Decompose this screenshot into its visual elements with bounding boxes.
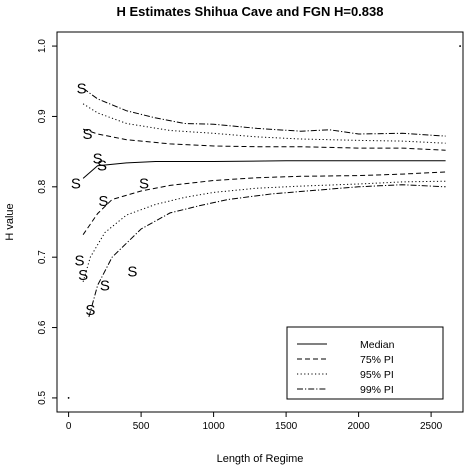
x-tick-label: 500 — [133, 421, 150, 432]
x-tick-label: 2500 — [420, 421, 443, 432]
y-tick-label: 1.0 — [37, 39, 48, 53]
data-point-s: S — [100, 277, 110, 294]
data-point-s: S — [71, 175, 81, 192]
x-tick-label: 1000 — [202, 421, 225, 432]
data-point-s: S — [93, 151, 103, 168]
legend-label: 99% PI — [360, 384, 394, 396]
y-axis: 0.5 0.6 0.7 0.8 0.9 1.0 — [37, 39, 57, 405]
series-line-75-pi-upper — [82, 128, 446, 151]
x-tick-label: 1500 — [275, 421, 298, 432]
series-line-99-pi-upper — [82, 87, 446, 137]
data-point-s: S — [78, 267, 88, 284]
y-tick-label: 0.7 — [37, 250, 48, 264]
data-point-s: S — [74, 253, 84, 270]
y-tick-label: 0.8 — [37, 179, 48, 193]
plot-frame — [56, 31, 464, 413]
series-layer — [82, 87, 446, 318]
x-tick-label: 0 — [66, 421, 72, 432]
x-axis: 0 500 1000 1500 2000 2500 — [66, 412, 443, 432]
legend: Median 75% PI 95% PI 99% PI — [286, 326, 444, 400]
x-axis-label: Length of Regime — [217, 453, 304, 465]
series-line-95-pi-upper — [82, 103, 446, 144]
legend-label: Median — [360, 339, 395, 351]
data-point-s: S — [97, 158, 107, 175]
data-point-s: S — [98, 193, 108, 210]
legend-label: 75% PI — [360, 354, 394, 366]
data-point-dot — [67, 397, 70, 399]
series-line-95-pi-lower — [82, 180, 446, 282]
series-line-75-pi-lower — [82, 171, 446, 235]
chart-title: H Estimates Shihua Cave and FGN H=0.838 — [117, 4, 384, 19]
series-line-median — [82, 160, 446, 179]
legend-label: 95% PI — [360, 369, 394, 381]
data-point-dot — [459, 45, 461, 47]
data-point-s: S — [127, 263, 137, 280]
data-point-s: S — [139, 175, 149, 192]
y-axis-label: H value — [4, 203, 16, 240]
y-tick-label: 0.9 — [37, 109, 48, 123]
data-point-s: S — [85, 302, 95, 319]
data-point-s: S — [77, 80, 87, 97]
x-tick-label: 2000 — [347, 421, 370, 432]
y-tick-label: 0.6 — [37, 320, 48, 334]
series-line-99-pi-lower — [88, 184, 446, 318]
legend-box — [286, 326, 444, 400]
data-point-s: S — [82, 126, 92, 143]
y-tick-label: 0.5 — [37, 391, 48, 405]
